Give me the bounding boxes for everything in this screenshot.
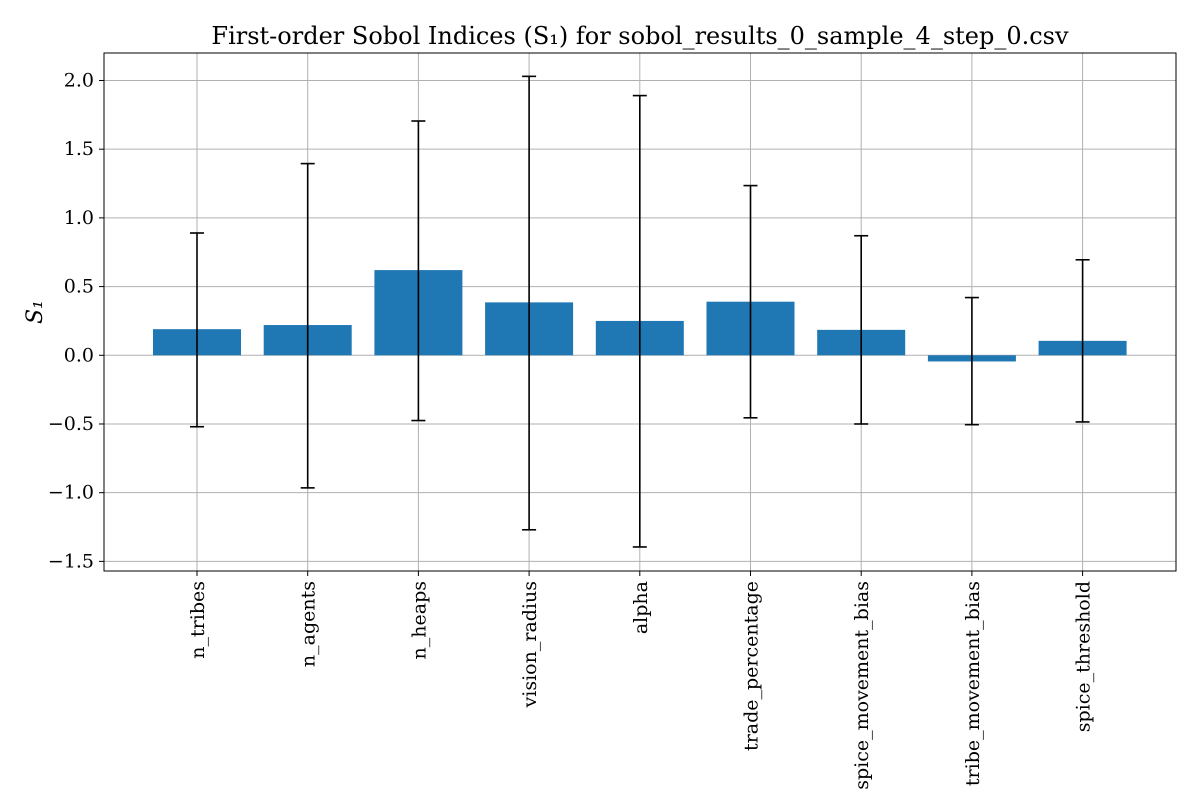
x-tick-label: n_tribes xyxy=(187,581,209,659)
y-tick-label: −1.0 xyxy=(48,482,94,504)
y-tick-label: −0.5 xyxy=(48,413,94,435)
x-tick-label: n_agents xyxy=(298,581,320,667)
x-tick-label: n_heaps xyxy=(408,581,430,659)
x-tick-label: vision_radius xyxy=(519,581,541,708)
y-tick-label: 0.0 xyxy=(64,344,94,366)
y-tick-label: 1.0 xyxy=(64,207,94,229)
x-tick-label: spice_threshold xyxy=(1073,581,1095,732)
x-tick-label: alpha xyxy=(630,581,652,634)
y-tick-label: 0.5 xyxy=(64,276,94,298)
y-axis-label: S₁ xyxy=(23,300,48,324)
y-tick-label: 1.5 xyxy=(64,138,94,160)
x-axis: n_tribes n_agents n_heaps vision_radius alph… xyxy=(187,571,1095,790)
y-tick-label: 2.0 xyxy=(64,69,94,91)
x-tick-label: trade_percentage xyxy=(741,581,763,751)
error-bar-layer xyxy=(190,76,1090,547)
y-tick-label: −1.5 xyxy=(48,550,94,572)
x-tick-label: tribe_movement_bias xyxy=(962,581,984,786)
x-tick-label: spice_movement_bias xyxy=(851,581,873,790)
y-axis: −1.5 −1.0 −0.5 0.0 0.5 1.0 1.5 2.0 xyxy=(48,69,104,572)
chart-title: First-order Sobol Indices (S₁) for sobol… xyxy=(211,22,1069,50)
